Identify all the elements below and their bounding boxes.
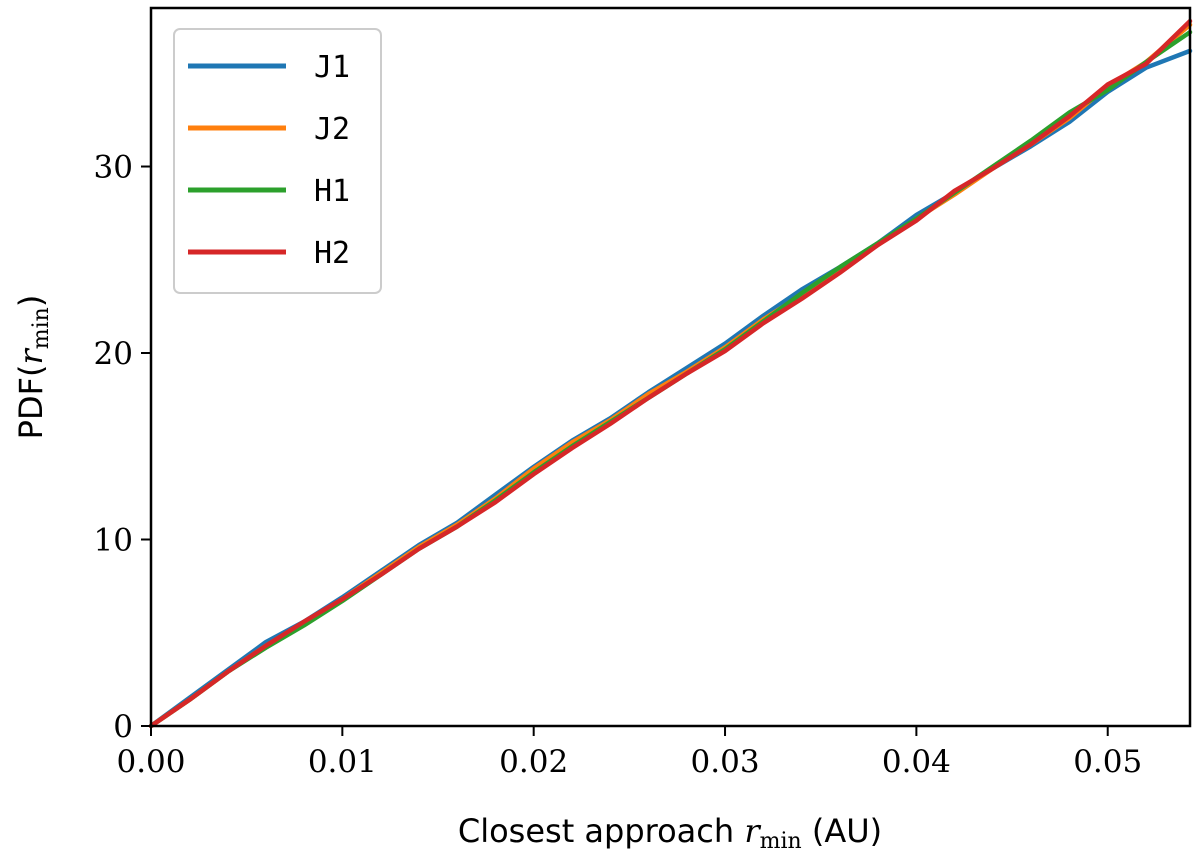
x-axis-ticks: 0.00 0.01 0.02 0.03 0.04 0.05 [116,726,1142,780]
x-axis-label-suffix: (AU) [802,812,882,850]
x-tick-label: 0.03 [691,744,760,780]
x-tick-label: 0.04 [882,744,951,780]
y-axis-label-var: r [12,348,50,365]
series-layer [148,18,1193,729]
y-tick-label: 0 [113,709,133,745]
legend-label-j1: J1 [314,50,350,85]
x-tick-label: 0.02 [499,744,568,780]
legend: J1 J2 H1 H2 [173,28,382,294]
legend-box [173,28,382,294]
y-axis-label: PDF(rmin) [12,295,54,440]
legend-label-h1: H1 [314,174,350,209]
y-tick-label: 10 [94,523,133,559]
y-axis-label-suffix: ) [12,295,50,307]
y-tick-label: 30 [94,150,133,186]
legend-items: J1 J2 H1 H2 [188,50,350,271]
x-axis-label-prefix: Closest approach [458,812,744,850]
x-tick-label: 0.00 [116,744,185,780]
y-axis-label-prefix: PDF( [12,365,50,440]
y-axis-label-sub: min [29,307,54,349]
plot-frame [149,6,1192,728]
x-axis-label: Closest approach rmin (AU) [458,812,882,854]
x-axis-label-var: r [744,812,761,850]
series-line-h2 [148,18,1193,729]
y-axis-ticks: 0 10 20 30 [94,150,151,745]
legend-label-h2: H2 [314,236,350,271]
y-tick-label: 20 [94,336,133,372]
x-tick-label: 0.05 [1073,744,1142,780]
legend-label-j2: J2 [314,112,350,147]
x-axis-label-sub: min [760,829,802,854]
x-tick-label: 0.01 [308,744,377,780]
